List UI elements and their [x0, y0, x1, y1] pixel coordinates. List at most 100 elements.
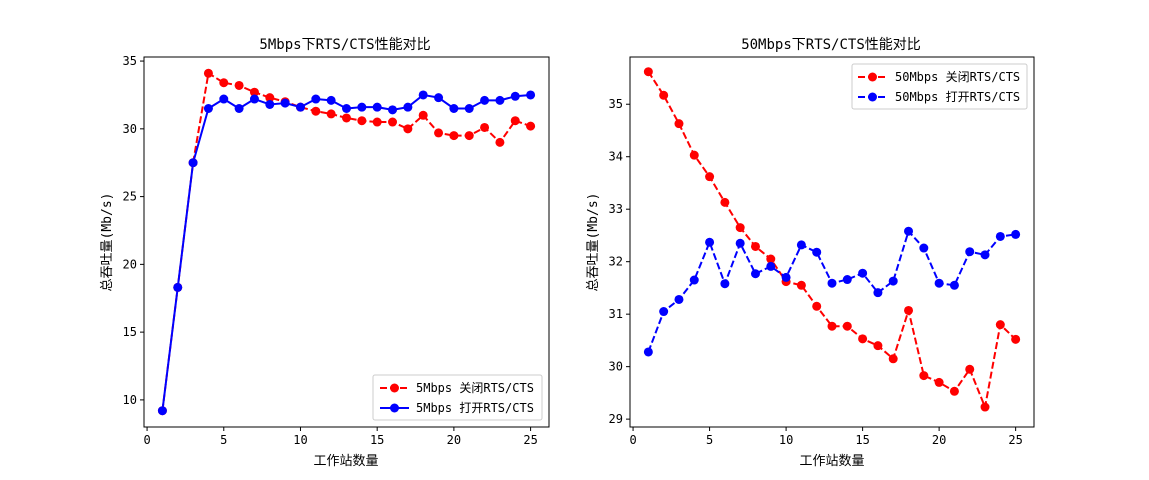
right-series-1-point — [980, 402, 990, 412]
right-legend-box — [851, 63, 1028, 110]
right-legend-marker-1 — [868, 72, 877, 82]
right-series-1-point — [812, 301, 822, 311]
left-series-2-point — [203, 104, 213, 113]
left-series-1-point — [203, 68, 213, 78]
right-x-axis-label: 工作站数量 — [799, 454, 864, 469]
left-y-axis-label: 总吞吐量(Mb/s) — [100, 193, 115, 292]
left-legend-box — [372, 374, 543, 421]
right-series-2-point — [919, 243, 929, 253]
right-series-1-point — [720, 197, 730, 207]
left-series-2-point — [188, 158, 198, 168]
right-y-tick-label: 30 — [609, 360, 623, 374]
left-series-1-point — [464, 131, 474, 141]
left-legend-label-2: 5Mbps 打开RTS/CTS — [416, 401, 534, 415]
left-series-2-point — [495, 95, 505, 105]
right-series-2-point — [1011, 229, 1021, 239]
left-series-2-point — [173, 282, 183, 292]
right-plot-frame — [629, 56, 1035, 428]
right-x-tick-label: 0 — [629, 433, 636, 447]
left-series-1-point — [418, 110, 428, 120]
right-series-2-point — [659, 307, 669, 317]
right-series-1-point — [888, 354, 898, 364]
left-series-1-point — [495, 137, 505, 147]
left-series-2-point — [219, 94, 229, 104]
right-series-2-point — [858, 268, 868, 278]
right-legend: 50Mbps 关闭RTS/CTS 50Mbps 打开RTS/CTS — [851, 63, 1028, 110]
right-y-tick-label: 34 — [609, 150, 623, 164]
right-series-1-point — [659, 90, 669, 100]
left-series-1-point — [265, 93, 275, 103]
left-series-2-point — [280, 98, 290, 108]
left-series-1-point — [388, 117, 398, 127]
right-series-1-point — [643, 67, 653, 77]
right-legend-marker-2 — [868, 92, 877, 102]
left-x-tick-label: 10 — [293, 433, 307, 447]
right-y-tick-label: 32 — [609, 255, 623, 269]
right-series-1-point — [949, 386, 959, 396]
right-series-2-point — [812, 247, 822, 257]
left-series-2-point — [418, 90, 428, 100]
left-chart-title: 5Mbps下RTS/CTS性能对比 — [259, 37, 430, 53]
right-series-2-point — [934, 278, 944, 288]
left-x-tick-label: 25 — [523, 433, 537, 447]
right-x-tick-label: 20 — [932, 433, 946, 447]
right-series-1-point — [705, 172, 715, 182]
right-y-axis-label: 总吞吐量(Mb/s) — [586, 193, 601, 292]
right-series-2-point — [965, 247, 975, 257]
right-series-1-point — [766, 254, 776, 264]
right-y-tick-label: 31 — [609, 307, 623, 321]
left-x-tick-label: 15 — [370, 433, 384, 447]
right-series-2-point — [689, 275, 699, 285]
left-series-1-point — [234, 80, 244, 90]
left-series-2-point — [295, 102, 305, 112]
left-x-tick-label: 0 — [143, 433, 150, 447]
left-series-2-point — [372, 102, 382, 112]
right-x-tick-label: 5 — [706, 433, 713, 447]
left-series-2-point — [249, 94, 259, 104]
left-series-2-point — [265, 99, 275, 109]
left-series-2-point — [480, 95, 490, 105]
left-series-2-point — [157, 406, 167, 416]
right-series-1-point — [904, 305, 914, 315]
left-series-2-point — [449, 104, 459, 113]
right-series-2-point — [781, 272, 791, 282]
right-series-1-point — [858, 334, 868, 344]
left-series-1-point — [219, 78, 229, 88]
right-series-2-point — [827, 278, 837, 288]
right-series-2-point — [750, 269, 760, 279]
right-series-1-point — [735, 223, 745, 233]
right-series-1-point — [842, 321, 852, 331]
right-chart: 50Mbps下RTS/CTS性能对比 0 5 10 15 20 25 29 30 31 32 33 3… — [586, 37, 1035, 469]
right-y-tick-label: 29 — [609, 412, 623, 426]
left-plot-frame — [143, 56, 550, 428]
right-series-2-point — [904, 226, 914, 236]
left-series-1-point — [372, 117, 382, 127]
right-series-1-point — [873, 341, 883, 351]
right-series-1-point — [919, 371, 929, 381]
right-legend-label-1: 50Mbps 关闭RTS/CTS — [895, 70, 1020, 84]
right-series-2-point — [720, 279, 730, 289]
left-series-1-point — [434, 128, 444, 138]
right-x-tick-label: 10 — [779, 433, 793, 447]
right-x-tick-label: 25 — [1008, 433, 1022, 447]
left-y-tick-label: 10 — [123, 393, 137, 407]
right-series-1-point — [965, 364, 975, 374]
right-x-tick-label: 15 — [855, 433, 869, 447]
right-series-1-point — [995, 320, 1005, 330]
left-series-1-point — [403, 124, 413, 134]
right-series-2-point — [949, 280, 959, 290]
left-series-1-point — [449, 131, 459, 141]
left-series-1-point — [249, 87, 259, 97]
right-y-tick-label: 35 — [609, 97, 623, 111]
left-legend: 5Mbps 关闭RTS/CTS 5Mbps 打开RTS/CTS — [372, 374, 543, 421]
right-series-2-point — [888, 276, 898, 286]
left-series-2-point — [342, 104, 351, 113]
right-series-2-point — [980, 250, 990, 260]
left-series-2-point — [526, 90, 536, 100]
right-series-1-point — [827, 321, 837, 331]
right-series-1-point — [689, 150, 699, 160]
right-series-1-point — [750, 241, 760, 251]
left-series-2-point — [388, 105, 398, 115]
left-series-2-point — [357, 102, 367, 112]
left-series-1-point — [510, 116, 520, 126]
